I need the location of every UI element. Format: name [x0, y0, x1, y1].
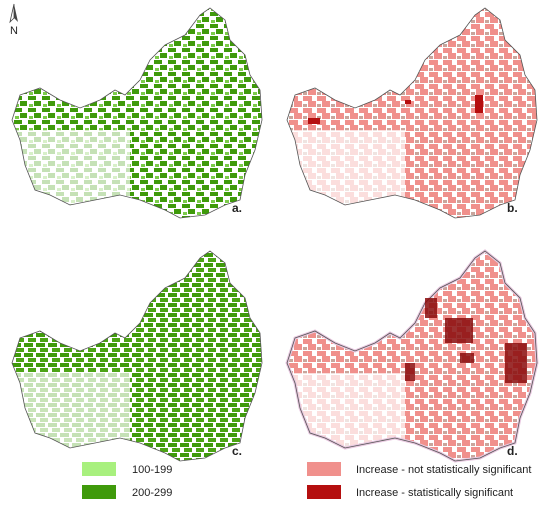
north-label: N — [10, 25, 18, 37]
panel-label: a. — [232, 201, 242, 215]
legend-swatch — [307, 485, 341, 499]
legend-label: 200-299 — [132, 487, 172, 499]
legend-swatch — [307, 462, 341, 476]
panel-label: d. — [507, 444, 518, 458]
map-panel: a. — [11, 7, 263, 219]
legend-swatch — [82, 462, 116, 476]
map-panel: c. — [11, 250, 263, 462]
panel-label: b. — [507, 201, 518, 215]
panel-label: c. — [232, 444, 242, 458]
north-arrow: N — [9, 3, 18, 37]
map-panel: b. — [286, 7, 538, 219]
map-panel: d. — [285, 249, 539, 463]
legend-label: Increase - statistically significant — [356, 487, 513, 499]
legend-swatch — [82, 485, 116, 499]
legend-label: 100-199 — [132, 464, 172, 476]
legend-label: Increase - not statistically significant — [356, 464, 531, 476]
